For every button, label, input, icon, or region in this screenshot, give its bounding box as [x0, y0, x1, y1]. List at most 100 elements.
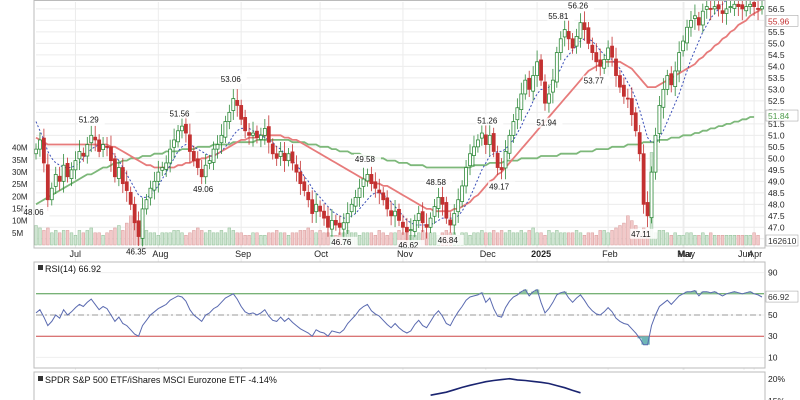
volume-bar: [267, 232, 271, 246]
volume-bar: [669, 235, 673, 246]
candle-body: [562, 29, 567, 38]
volume-bar: [519, 230, 523, 246]
candle-body: [728, 6, 733, 8]
price-annotation: 46.62: [398, 241, 419, 250]
volume-bar: [535, 232, 539, 246]
price-annotation: 53.06: [221, 75, 242, 84]
x-tick-label: Aug: [152, 249, 168, 259]
candle-body: [239, 105, 244, 120]
candle-body: [393, 210, 397, 217]
volume-bar: [239, 232, 243, 246]
volume-tick-label: 15M: [12, 204, 28, 213]
volume-bar: [318, 230, 322, 246]
candle-body: [440, 197, 445, 205]
price-y-tick-label: 53.5: [768, 73, 785, 83]
volume-bar: [306, 227, 310, 246]
volume-bar: [377, 230, 381, 246]
candle-body: [649, 171, 654, 219]
volume-bar: [681, 235, 685, 246]
candle-body: [53, 174, 58, 187]
candle-body: [282, 152, 287, 162]
candle-body: [637, 132, 642, 155]
price-annotation-bg: [219, 73, 247, 84]
ratio-y-tick-label: 20%: [768, 374, 785, 384]
candle-body: [590, 44, 595, 53]
price-annotation: 51.94: [536, 119, 557, 128]
volume-bar: [507, 230, 512, 246]
price-panel-border: [33, 0, 766, 249]
volume-bar: [180, 232, 184, 246]
volume-bar: [144, 230, 149, 246]
candle-body: [326, 215, 330, 228]
candle-body: [373, 181, 378, 189]
candle-body: [456, 199, 461, 213]
candle-body: [243, 117, 248, 132]
candle-body: [330, 220, 334, 230]
volume-bar: [85, 230, 89, 246]
candle-body: [460, 185, 465, 202]
x-tick-label: Oct: [314, 249, 329, 259]
candle-body: [452, 213, 457, 226]
x-tick-label: Jun: [738, 249, 753, 259]
candle-body: [645, 202, 650, 217]
volume-tick-label: 30M: [12, 168, 28, 177]
x-tick-label: Apr: [748, 249, 762, 259]
candle-body: [61, 164, 66, 182]
price-y-tick-label: 55.0: [768, 38, 785, 48]
rsi-y-tick-label: 50: [768, 310, 778, 320]
volume-bar: [472, 232, 476, 246]
candle-body: [105, 145, 109, 148]
volume-bar: [468, 235, 472, 246]
price-annotation: 46.76: [331, 238, 352, 247]
price-annotation-bg: [488, 181, 516, 192]
volume-bar: [361, 232, 366, 246]
volume-bar: [164, 232, 168, 246]
candle-body: [507, 134, 512, 154]
volume-bar: [125, 222, 129, 246]
price-annotation-bg: [397, 240, 425, 251]
volume-bar: [263, 235, 267, 246]
volume-bar: [574, 230, 579, 246]
candle-body: [618, 75, 622, 88]
ratio-y-tick-label: 15%: [768, 396, 785, 400]
candle-body: [598, 59, 603, 67]
volume-bar: [235, 232, 239, 246]
price-annotation: 49.17: [489, 182, 510, 191]
candle-body: [337, 222, 342, 228]
volume-bar: [81, 232, 85, 246]
candle-body: [720, 10, 725, 14]
candle-body: [101, 144, 105, 150]
candle-body: [148, 187, 153, 199]
candle-body: [251, 132, 255, 136]
volume-bar: [192, 230, 196, 246]
candle-body: [353, 197, 358, 207]
price-y-tick-label: 47.0: [768, 222, 785, 232]
candle-body: [554, 52, 559, 83]
volume-bar: [744, 235, 748, 246]
ma-long-marker-box: [765, 109, 799, 122]
volume-bar: [97, 232, 101, 246]
candle-body: [361, 178, 366, 187]
candle-body: [255, 130, 259, 139]
volume-bar: [484, 232, 488, 246]
candle-body: [109, 146, 113, 162]
volume-bar: [259, 235, 263, 246]
candle-body: [732, 3, 737, 9]
candle-body: [495, 152, 500, 168]
volume-bar: [657, 230, 662, 246]
volume-bar: [385, 235, 389, 246]
candle-body: [685, 26, 689, 44]
price-y-tick-label: 47.5: [768, 211, 785, 221]
candle-body: [523, 79, 528, 95]
volume-bar: [231, 230, 235, 246]
price-annotation-bg: [436, 234, 464, 245]
candle-body: [448, 219, 453, 226]
volume-bar: [34, 225, 38, 246]
candle-body: [657, 105, 662, 134]
ma-mid-line: [35, 8, 763, 213]
candle-body: [503, 151, 508, 169]
volume-bar: [736, 235, 740, 246]
price-y-tick-label: 49.5: [768, 165, 785, 175]
volume-bar: [590, 232, 594, 246]
candle-body: [491, 133, 496, 152]
